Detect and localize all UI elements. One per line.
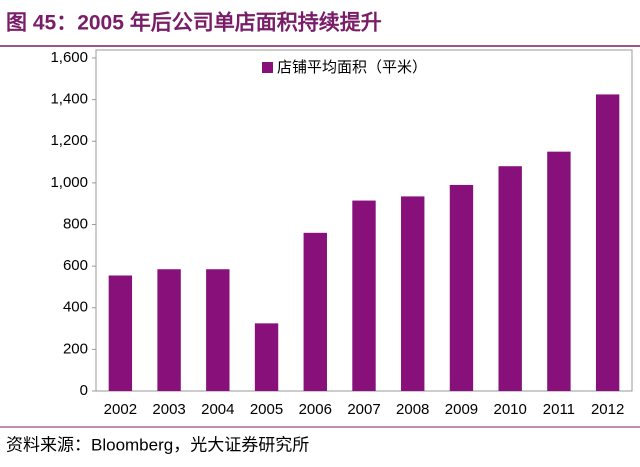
bar <box>352 200 376 391</box>
x-tick-label: 2002 <box>104 401 137 418</box>
bar <box>498 166 522 391</box>
legend-swatch <box>262 62 273 73</box>
x-tick-label: 2007 <box>347 401 380 418</box>
y-tick-label: 0 <box>80 382 88 399</box>
x-tick-label: 2004 <box>201 401 234 418</box>
y-tick-label: 400 <box>63 299 88 316</box>
y-tick-label: 600 <box>63 257 88 274</box>
bar <box>108 275 133 391</box>
source: 资料来源：Bloomberg，光大证券研究所 <box>6 435 309 454</box>
y-tick-label: 200 <box>63 340 88 357</box>
x-tick-label: 2008 <box>396 401 429 418</box>
x-tick-label: 2003 <box>152 401 185 418</box>
x-tick-label: 2010 <box>493 401 526 418</box>
bar <box>157 269 181 391</box>
x-tick-label: 2005 <box>250 401 283 418</box>
x-tick-label: 2006 <box>299 401 332 418</box>
bar <box>206 269 230 391</box>
bar <box>303 232 327 391</box>
y-tick-label: 800 <box>63 215 88 232</box>
y-tick-label: 1,000 <box>50 174 88 191</box>
legend-label: 店铺平均面积（平米） <box>277 59 427 76</box>
x-tick-label: 2009 <box>445 401 478 418</box>
bar <box>449 184 474 391</box>
bar <box>547 151 571 391</box>
x-tick-label: 2012 <box>591 401 624 418</box>
bar <box>595 94 620 391</box>
y-tick-label: 1,200 <box>50 132 88 149</box>
x-tick-label: 2011 <box>543 401 575 418</box>
y-tick-label: 1,600 <box>50 49 88 66</box>
bar <box>401 196 425 391</box>
bar <box>254 323 279 391</box>
y-tick-label: 1,400 <box>50 91 88 108</box>
chart-title: 图 45：2005 年后公司单店面积持续提升 <box>6 11 382 35</box>
